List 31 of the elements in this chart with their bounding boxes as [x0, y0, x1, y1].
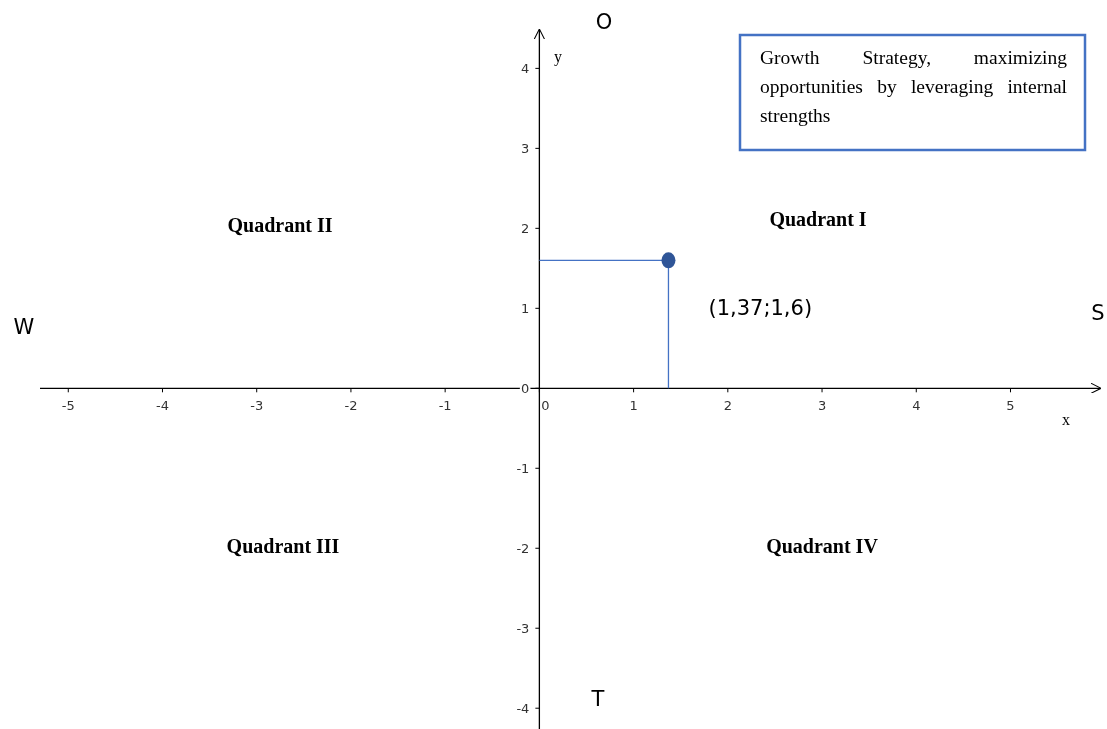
x-tick-label: -3: [250, 398, 264, 414]
x-tick-label: 3: [817, 398, 827, 414]
annotation: O: [595, 10, 613, 34]
annotation: S: [1091, 301, 1105, 325]
y-tick-label: -2: [516, 541, 530, 557]
annotation: T: [590, 687, 605, 711]
x-tick-label: -4: [156, 398, 169, 414]
annotation: Quadrant II: [227, 214, 333, 236]
annotation: Quadrant III: [226, 535, 340, 557]
x-tick-label: 0: [541, 398, 550, 414]
x-tick-label: -2: [344, 398, 358, 414]
x-tick-label: 5: [1006, 398, 1015, 414]
annotation: (1,37;1,6): [708, 296, 813, 321]
x-tick-label: 4: [912, 398, 921, 414]
y-tick-label: 3: [521, 141, 530, 157]
y-tick-label: 4: [521, 61, 530, 77]
x-tick-label: 2: [723, 398, 732, 414]
annotation: Quadrant IV: [766, 535, 879, 557]
y-tick-label: 1: [521, 301, 530, 317]
x-axis-title: x: [1062, 411, 1070, 428]
y-tick-label: -1: [516, 461, 530, 477]
y-axis-title: y: [554, 48, 562, 66]
text: W: [13, 315, 35, 339]
annotation: Quadrant I: [769, 208, 867, 230]
x-tick-label: -5: [61, 398, 75, 414]
annotation: Growth Strategy, maximizing opportunities by leveraging internal strengths: [760, 46, 1067, 128]
y-tick-label: 2: [521, 221, 530, 237]
y-tick-label: -3: [516, 621, 530, 637]
x-tick-label: 1: [629, 398, 638, 414]
y-tick-label: -4: [516, 701, 530, 717]
x-tick-label: -1: [438, 398, 452, 414]
